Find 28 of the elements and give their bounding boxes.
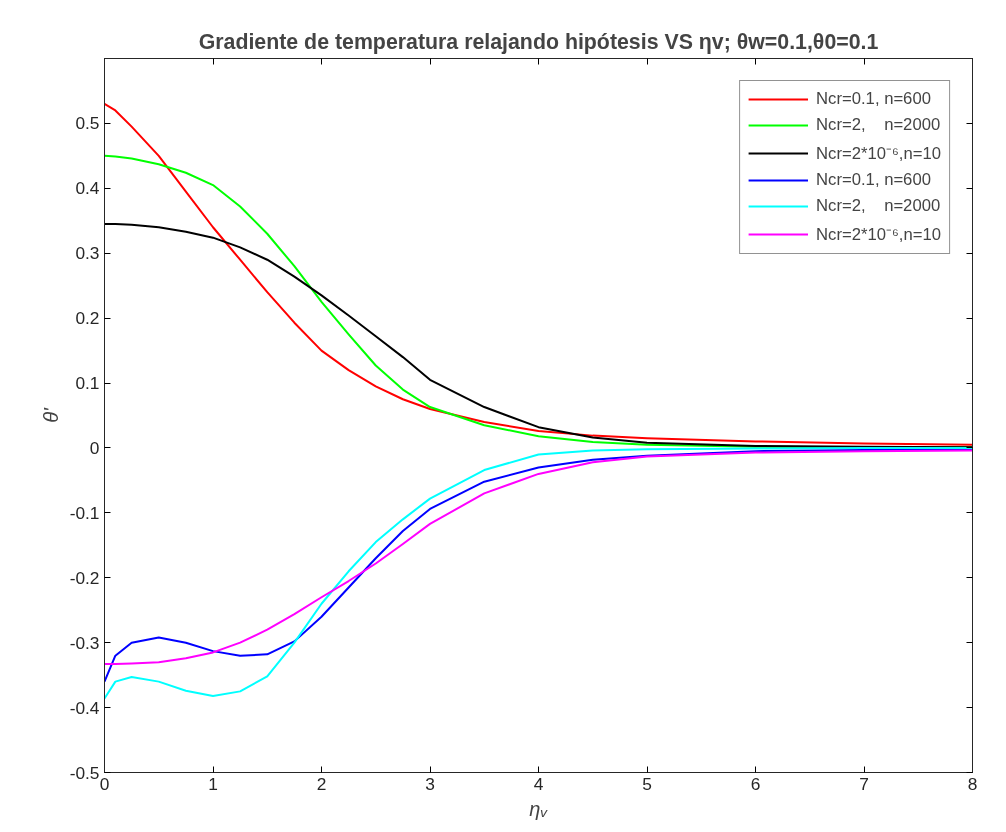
legend-label: Ncr=2, n=2000 bbox=[816, 196, 941, 216]
x-tick-label: 4 bbox=[533, 773, 544, 794]
y-tick-label: -0.2 bbox=[69, 567, 100, 588]
y-axis-title: θ' bbox=[39, 406, 62, 423]
x-tick-label: 3 bbox=[425, 773, 435, 794]
legend-label: Ncr=2*10⁻⁶,n=10 bbox=[816, 224, 941, 245]
x-axis-title: ηᵥ bbox=[529, 797, 549, 820]
y-tick-label: -0.5 bbox=[69, 762, 100, 783]
y-tick-label: 0 bbox=[89, 437, 100, 458]
x-tick-label: 6 bbox=[750, 773, 761, 794]
y-tick-label: 0.5 bbox=[75, 113, 100, 134]
y-tick-label: -0.3 bbox=[69, 632, 100, 653]
x-tick-label: 2 bbox=[316, 773, 327, 794]
y-tick-label: -0.1 bbox=[69, 502, 100, 523]
x-tick-label: 5 bbox=[642, 773, 652, 794]
x-tick-label: 8 bbox=[967, 773, 978, 794]
legend-label: Ncr=2*10⁻⁶,n=10 bbox=[816, 143, 941, 164]
y-tick-label: 0.1 bbox=[75, 373, 100, 394]
y-tick-label: 0.3 bbox=[75, 243, 100, 264]
legend-label: Ncr=2, n=2000 bbox=[816, 115, 941, 135]
chart-title: Gradiente de temperatura relajando hipótesis VS ηv; θw=0.1,θ0=0.1 bbox=[198, 29, 879, 54]
x-tick-label: 7 bbox=[859, 773, 869, 794]
y-tick-label: 0.4 bbox=[75, 178, 100, 199]
legend-label: Ncr=0.1, n=600 bbox=[816, 89, 931, 109]
legend-label: Ncr=0.1, n=600 bbox=[816, 170, 931, 190]
x-tick-label: 1 bbox=[208, 773, 218, 794]
y-tick-label: 0.2 bbox=[75, 308, 100, 329]
y-tick-label: -0.4 bbox=[69, 697, 100, 718]
